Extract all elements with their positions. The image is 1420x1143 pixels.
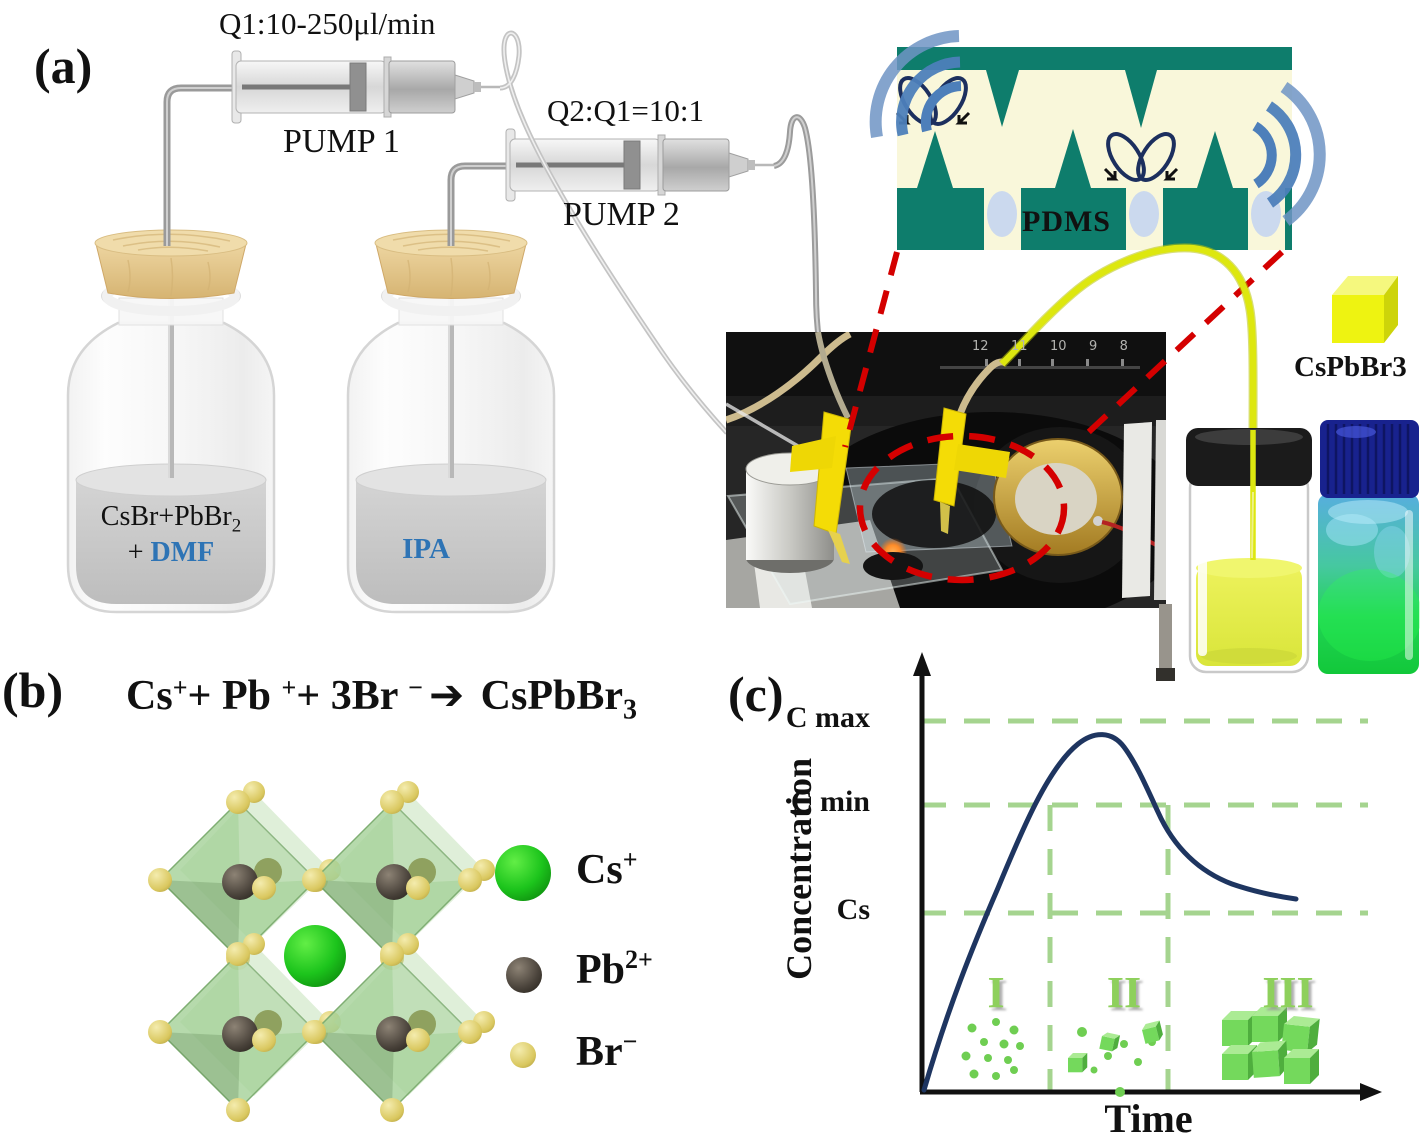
reaction-arrow-icon: ➔ [428,670,465,719]
pump2-label: PUMP 2 [563,196,680,233]
lamer-plot [913,652,1382,1101]
eq-pb: + Pb [187,673,282,719]
legend-br-sup: − [622,1027,638,1056]
bottle1-salts-label: CsBr+PbBr2 [76,502,266,537]
eq-pb-charge: + [281,673,297,702]
pump2-outlet-tube [773,114,822,341]
pump2-inlet-tube [447,162,516,246]
thin-tubing [726,402,799,448]
pdms-chip-schematic [890,47,1292,250]
concentration-curve [921,732,1299,1093]
pdms-label: PDMS [1022,205,1111,238]
product-cube-label: CsPbBr3 [1294,351,1407,383]
ruler-number: 9 [1088,339,1098,354]
piezo-disc [993,438,1166,556]
legend-cs-base: Cs [576,847,623,893]
photo-edge-fragment [1156,604,1175,681]
eq-product-sub: 3 [623,694,638,726]
stage-3-label: III [1262,968,1314,1017]
eq-br-charge: − [408,673,423,702]
paper-strip [1154,420,1166,600]
ruler-number: 12 [972,339,989,354]
pump1-label: PUMP 1 [283,123,400,160]
ruler-numbers: 12 11 10 9 8 [972,340,1128,354]
bottle1-salts-sub: 2 [231,515,242,537]
device-photo [726,332,1166,608]
bottle1-solvent-label: + DMF [76,538,266,567]
pump1-outlet-tube [499,30,729,435]
sharp-edge-tooth [986,70,1019,127]
legend-br-sphere [510,1042,536,1068]
stage-2-label: II [1106,968,1142,1017]
pump2-ratio-label: Q2:Q1=10:1 [547,93,704,128]
panel-b-label: (b) [2,662,64,718]
ruler-number: 10 [1049,339,1067,354]
legend-br-label: Br− [576,1028,637,1074]
eq-br: + 3Br [296,673,409,719]
legend-pb-base: Pb [576,947,626,993]
ultrasound-wave-icon-right [1252,82,1326,226]
ruler-number: 8 [1119,339,1128,354]
legend-pb-sup: 2+ [625,945,653,974]
channel-bubble [987,191,1017,237]
needle-connector-right [933,407,1010,534]
bottle1-solvent: DMF [150,537,215,568]
needle-connector-left [790,411,853,564]
stage3-nanocubes [1222,1007,1320,1084]
legend-spheres [495,845,551,1068]
stage2-growth-mix [1068,1020,1165,1097]
stage1-nuclei-dots [961,1018,1024,1080]
zoom-link-dashes [842,249,1285,584]
channel-bubble [1129,191,1159,237]
stage-1-label: I [987,968,1005,1017]
sharp-edge-tooth [1055,129,1091,188]
reaction-equation: Cs++ Pb ++ 3Br − ➔ CsPbBr3 [126,672,637,725]
pump-1-syringe [232,51,500,123]
reference-dashed-lines [920,718,1368,1090]
inlet-tubing [726,332,852,424]
y-axis-label: Concentration [779,757,820,980]
legend-cs-sup: + [622,845,638,874]
perovskite-structure [147,780,496,1123]
cmax-label: C max [785,701,870,734]
sharp-edge-tooth [917,131,953,188]
legend-cs-sphere [495,845,551,901]
bottle2-label: IPA [402,533,450,565]
uv-vial-photo [1318,420,1420,674]
cs-label: Cs [836,893,870,926]
eq-product: CsPbBr [470,673,624,719]
ultrasound-wave-icon-left [869,30,962,139]
axes [913,652,1382,1101]
ruler-number: 11 [1010,339,1028,354]
collection-vial [1186,428,1312,674]
x-axis-label: Time [1104,1096,1193,1141]
cs-ion-sphere [284,925,346,987]
eq-cs-charge: + [172,673,188,702]
paper-strip [1122,422,1152,598]
legend-br-base: Br [576,1029,623,1075]
plus-sign: + [127,537,151,568]
product-cube-icon [1332,276,1398,343]
legend-cs-label: Cs+ [576,846,638,892]
sharp-edge-tooth [1125,70,1157,128]
panel-a-label: (a) [34,38,93,94]
pump1-inlet-tube [163,84,242,246]
cmin-label: C min [790,785,870,818]
bottle1-salts: CsBr+PbBr [100,501,232,532]
legend-pb-sphere [506,957,542,993]
panel-c-label: (c) [728,666,784,722]
eq-cs: Cs [126,673,173,719]
pump1-flow-label: Q1:10-250μl/min [219,6,436,41]
zoom-ellipse [856,432,1068,584]
legend-pb-label: Pb2+ [576,946,653,992]
sharp-edge-tooth [1197,131,1233,188]
product-tube [998,243,1258,492]
